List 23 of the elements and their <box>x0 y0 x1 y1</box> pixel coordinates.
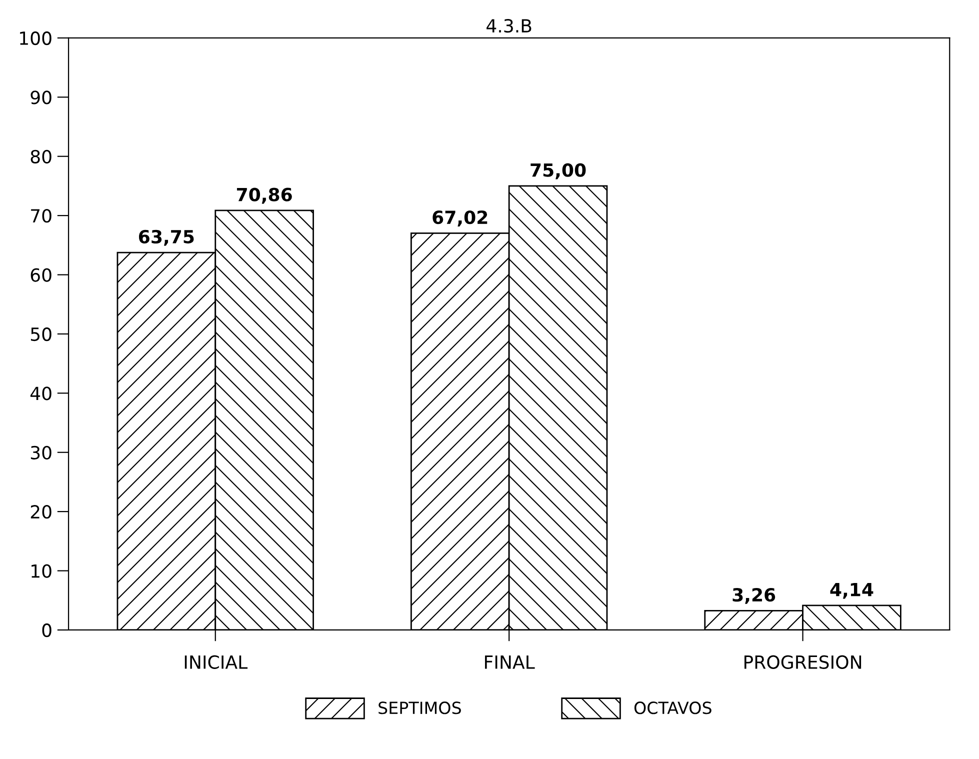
chart-title: 4.3.B <box>486 18 532 33</box>
y-tick-label: 30 <box>30 446 52 460</box>
y-tick-label: 80 <box>30 150 52 164</box>
data-label: 67,02 <box>432 210 488 226</box>
legend-label: OCTAVOS <box>634 702 712 714</box>
data-label: 4,14 <box>830 582 874 599</box>
y-tick-label: 60 <box>30 268 52 282</box>
legend-label: SEPTIMOS <box>378 702 461 714</box>
data-label: 3,26 <box>732 588 776 604</box>
x-tick-label: INICIAL <box>184 655 248 669</box>
x-tick-label: PROGRESION <box>744 655 862 669</box>
y-tick-label: 90 <box>30 90 52 104</box>
data-label: 75,00 <box>530 163 586 180</box>
data-label: 63,75 <box>138 230 194 246</box>
y-tick-label: 70 <box>31 209 52 223</box>
x-tick-label: FINAL <box>485 656 535 669</box>
y-tick-label: 50 <box>30 327 52 342</box>
y-tick-label: 20 <box>30 505 52 519</box>
y-tick-label: 0 <box>42 623 52 638</box>
data-label: 70,86 <box>236 188 292 204</box>
y-tick-label: 100 <box>20 31 52 46</box>
y-tick-label: 10 <box>32 564 52 578</box>
y-tick-label: 40 <box>30 386 52 400</box>
